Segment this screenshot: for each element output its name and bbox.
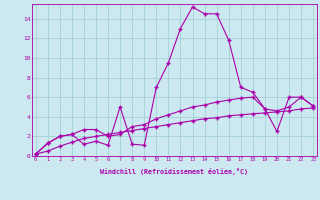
X-axis label: Windchill (Refroidissement éolien,°C): Windchill (Refroidissement éolien,°C) [100,168,248,175]
